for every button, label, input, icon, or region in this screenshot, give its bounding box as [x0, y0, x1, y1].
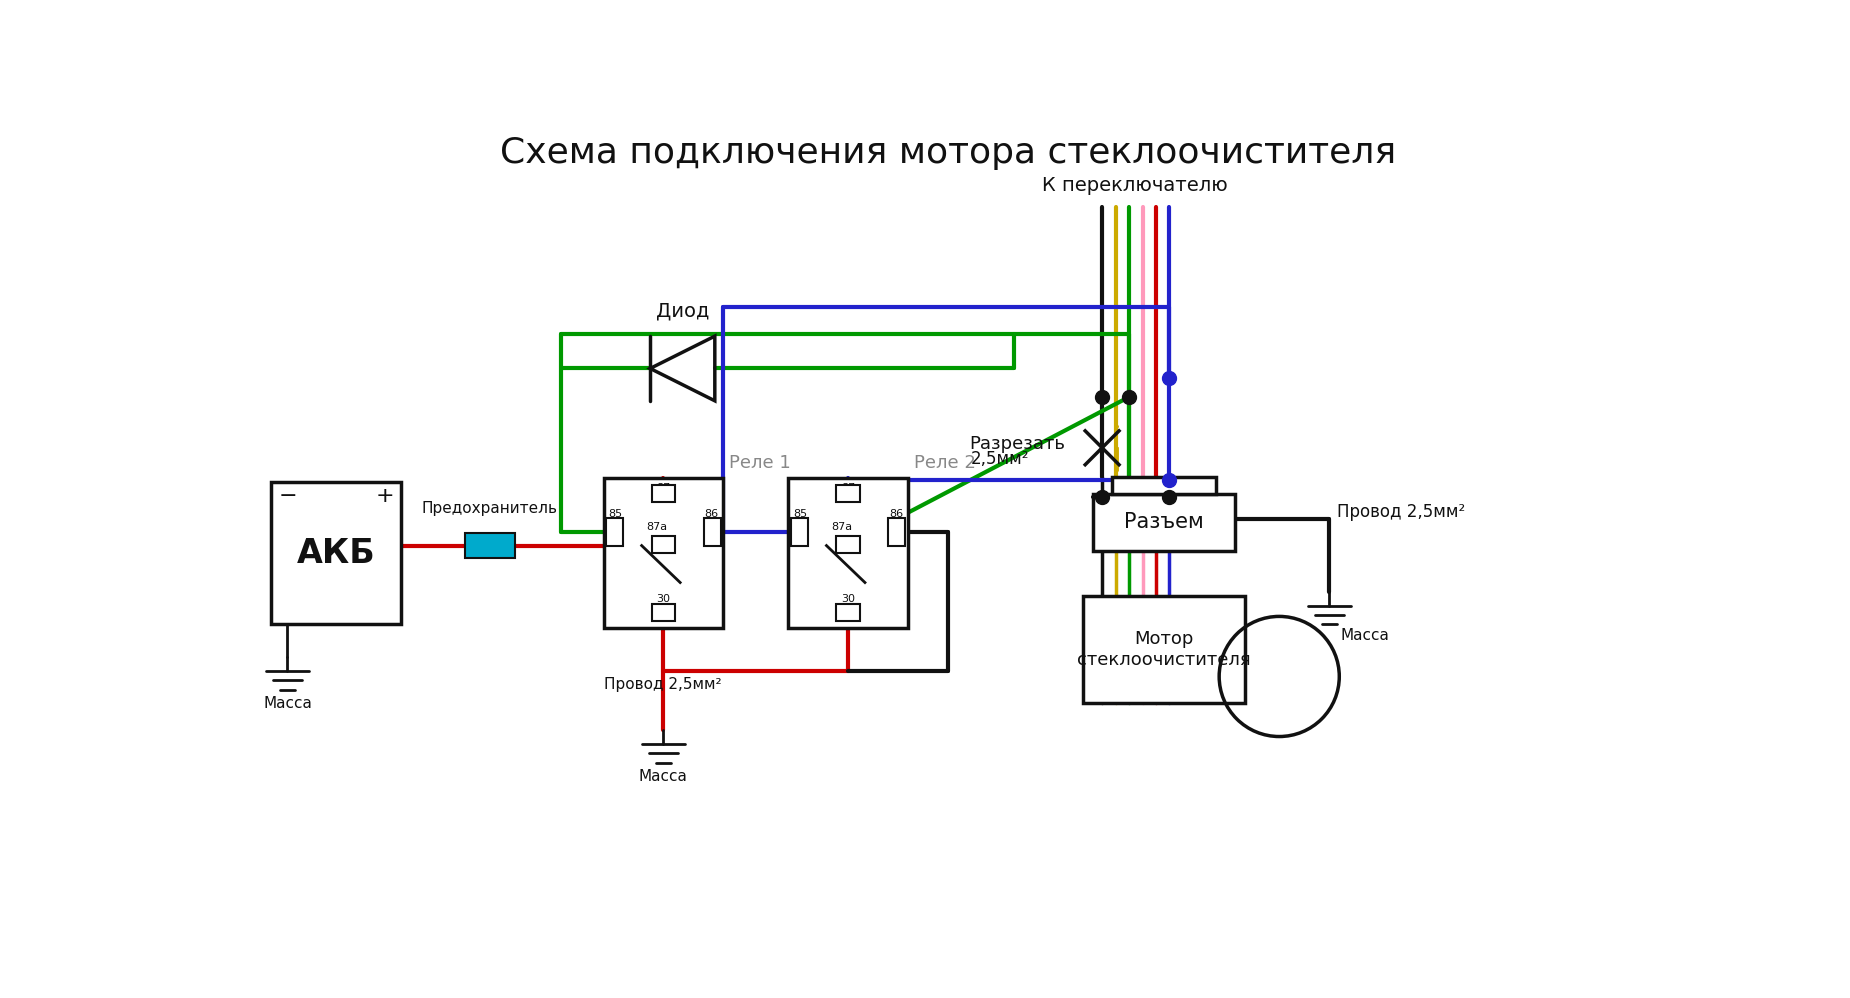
Bar — [651, 485, 675, 502]
Text: Провод 2,5мм²: Провод 2,5мм² — [1338, 503, 1465, 522]
Text: 87a: 87a — [831, 523, 853, 533]
Bar — [788, 478, 908, 629]
Text: Диод: Диод — [655, 301, 709, 320]
Text: Масса: Масса — [1341, 628, 1389, 643]
Bar — [603, 478, 723, 629]
Text: Разрезать: Разрезать — [969, 435, 1066, 453]
Text: 85: 85 — [794, 509, 807, 519]
Bar — [1112, 477, 1215, 494]
Text: 30: 30 — [842, 595, 855, 605]
Text: 86: 86 — [890, 509, 903, 519]
Text: 87: 87 — [842, 483, 855, 493]
Bar — [270, 482, 401, 625]
Text: Предохранитель: Предохранитель — [422, 501, 559, 516]
Text: Реле 1: Реле 1 — [729, 454, 790, 472]
Text: +: + — [376, 486, 394, 506]
Text: 86: 86 — [705, 509, 718, 519]
Text: Мотор
стеклоочистителя: Мотор стеклоочистителя — [1077, 630, 1251, 669]
Bar — [651, 605, 675, 622]
Bar — [651, 536, 675, 553]
Bar — [1082, 596, 1245, 704]
Bar — [703, 518, 722, 546]
Text: Масса: Масса — [638, 768, 688, 783]
Text: 85: 85 — [609, 509, 622, 519]
Text: Схема подключения мотора стеклоочистителя: Схема подключения мотора стеклоочистител… — [500, 136, 1397, 170]
Text: АКБ: АКБ — [296, 537, 376, 570]
Text: 2,5мм²: 2,5мм² — [971, 449, 1030, 467]
Bar — [836, 536, 860, 553]
Bar — [888, 518, 905, 546]
Text: 30: 30 — [657, 595, 670, 605]
Text: −: − — [278, 486, 296, 506]
Text: 87a: 87a — [646, 523, 668, 533]
Bar — [790, 518, 808, 546]
Bar — [466, 533, 514, 558]
Text: 87: 87 — [657, 483, 670, 493]
Bar — [836, 605, 860, 622]
Text: Масса: Масса — [263, 696, 313, 711]
Text: Реле 2: Реле 2 — [914, 454, 975, 472]
Bar — [1093, 494, 1236, 551]
Text: Провод 2,5мм²: Провод 2,5мм² — [605, 678, 722, 693]
Text: К переключателю: К переключателю — [1042, 177, 1228, 196]
Bar — [605, 518, 623, 546]
Text: Разъем: Разъем — [1123, 512, 1204, 533]
Bar — [836, 485, 860, 502]
